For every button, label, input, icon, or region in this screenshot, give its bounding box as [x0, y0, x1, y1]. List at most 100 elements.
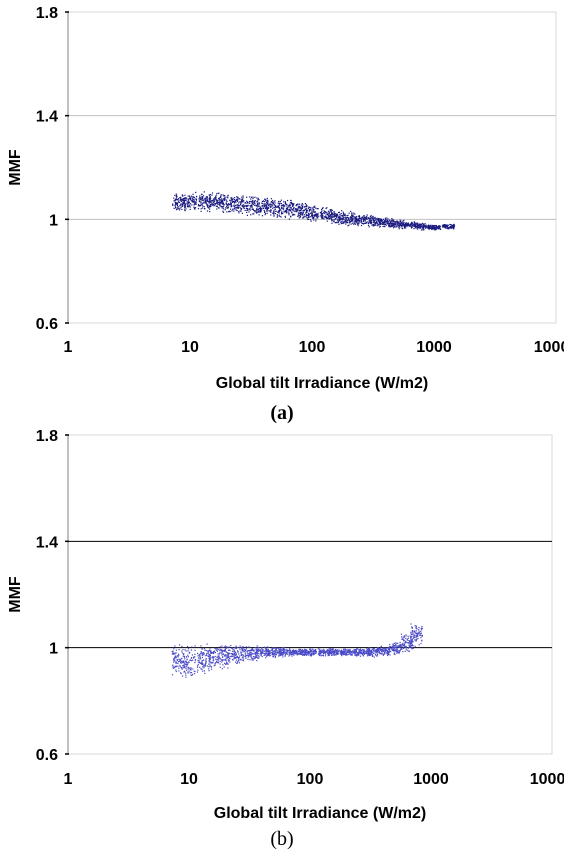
- data-point: [225, 663, 227, 665]
- data-point: [178, 198, 180, 200]
- data-point: [392, 643, 394, 645]
- data-point: [234, 200, 236, 202]
- data-point: [296, 651, 298, 653]
- data-point: [398, 223, 400, 225]
- data-point: [276, 647, 278, 650]
- data-point: [192, 198, 194, 201]
- data-point: [337, 649, 339, 651]
- data-point: [172, 650, 174, 652]
- data-point: [299, 207, 301, 209]
- data-point: [263, 206, 266, 208]
- data-point: [185, 650, 187, 652]
- data-point: [328, 651, 330, 653]
- data-point: [249, 196, 251, 198]
- data-point: [328, 212, 330, 214]
- data-point: [404, 646, 406, 648]
- data-point: [294, 208, 297, 210]
- data-point: [177, 203, 179, 205]
- data-point: [413, 221, 415, 223]
- data-point: [347, 651, 350, 653]
- data-point: [297, 204, 299, 206]
- data-point: [175, 656, 177, 658]
- data-point: [248, 650, 250, 652]
- data-point: [355, 220, 357, 222]
- data-point: [305, 653, 307, 655]
- data-point: [186, 669, 188, 671]
- data-point: [200, 208, 202, 210]
- data-point: [334, 651, 336, 653]
- data-point: [370, 652, 372, 654]
- data-point: [283, 648, 285, 650]
- data-point: [392, 650, 395, 652]
- data-point: [407, 650, 409, 652]
- data-point: [310, 654, 312, 656]
- data-point: [218, 207, 220, 209]
- data-point: [243, 658, 245, 660]
- data-point: [203, 198, 206, 200]
- data-point: [235, 654, 237, 656]
- data-point: [267, 201, 269, 203]
- data-point: [256, 652, 258, 655]
- data-point: [231, 653, 233, 656]
- data-point: [277, 211, 279, 213]
- data-point: [372, 217, 374, 219]
- data-point: [370, 218, 372, 220]
- data-point: [184, 206, 186, 208]
- data-point: [416, 223, 418, 225]
- data-point: [411, 226, 413, 228]
- data-point: [309, 207, 311, 209]
- data-point: [199, 654, 201, 656]
- data-point: [195, 199, 197, 201]
- data-point: [266, 204, 268, 206]
- data-point: [400, 648, 402, 650]
- data-point: [254, 200, 256, 202]
- data-point: [228, 657, 230, 659]
- data-point: [316, 216, 318, 218]
- data-point: [374, 650, 376, 652]
- data-point: [391, 224, 393, 226]
- data-point: [232, 201, 234, 203]
- data-point: [206, 643, 208, 645]
- data-point: [201, 660, 203, 662]
- data-point: [405, 227, 407, 229]
- data-point: [368, 654, 370, 656]
- data-point: [201, 648, 203, 650]
- data-point: [439, 228, 441, 230]
- data-point: [290, 206, 292, 208]
- data-point: [172, 653, 174, 655]
- data-point: [364, 219, 366, 221]
- data-point: [181, 208, 183, 210]
- data-point: [276, 650, 278, 652]
- data-point: [278, 202, 280, 205]
- data-point: [452, 225, 454, 227]
- data-point: [183, 653, 185, 656]
- data-point: [241, 196, 243, 198]
- data-point: [367, 224, 370, 226]
- data-point: [412, 637, 414, 640]
- data-point: [184, 649, 186, 651]
- data-point: [392, 648, 394, 651]
- data-point: [288, 209, 290, 211]
- data-point: [293, 207, 295, 209]
- data-point: [371, 224, 373, 226]
- data-point: [421, 227, 424, 229]
- data-point: [397, 642, 399, 644]
- data-point: [304, 649, 306, 651]
- data-point: [314, 211, 316, 213]
- data-point: [391, 218, 393, 220]
- data-point: [184, 663, 186, 665]
- data-point: [203, 200, 205, 202]
- data-point: [405, 635, 407, 637]
- data-point: [447, 227, 449, 229]
- data-point: [201, 663, 203, 665]
- data-point: [253, 657, 256, 659]
- data-point: [428, 228, 430, 230]
- data-point: [215, 658, 217, 660]
- data-point: [368, 219, 370, 221]
- data-point: [340, 218, 342, 220]
- data-point: [330, 211, 332, 213]
- data-point: [411, 648, 413, 650]
- data-point: [186, 659, 188, 661]
- data-point: [416, 628, 418, 630]
- data-point: [406, 642, 408, 644]
